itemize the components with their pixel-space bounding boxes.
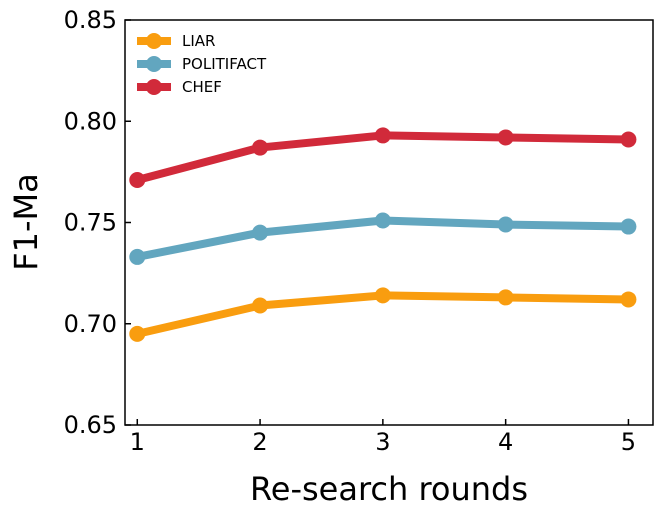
x-tick-label: 1: [130, 428, 145, 456]
data-point-politifact: [374, 212, 391, 229]
data-point-liar: [374, 287, 391, 304]
axis-ticks: 0.65 0.70 0.75 0.80 0.85 1 2 3 4 5: [64, 6, 637, 456]
data-point-liar: [129, 325, 146, 342]
data-point-politifact: [620, 218, 637, 235]
legend-marker-chef: [146, 79, 162, 95]
y-tick-label: 0.70: [64, 310, 117, 338]
legend-label-politifact: POLITIFACT: [182, 55, 267, 73]
data-point-liar: [620, 291, 637, 308]
legend: LIAR POLITIFACT CHEF: [137, 32, 267, 96]
chart-marks: [129, 127, 637, 342]
legend-label-chef: CHEF: [182, 78, 222, 96]
data-point-liar: [497, 289, 514, 306]
data-point-liar: [252, 297, 269, 314]
y-tick-label: 0.80: [64, 107, 117, 135]
x-tick-label: 2: [252, 428, 267, 456]
data-point-chef: [374, 127, 391, 144]
y-tick-label: 0.75: [64, 209, 117, 237]
series-liar: [129, 287, 637, 342]
data-point-politifact: [497, 216, 514, 233]
data-point-politifact: [129, 248, 146, 265]
data-point-politifact: [252, 224, 269, 241]
y-axis-title: F1-Ma: [7, 173, 45, 271]
legend-marker-liar: [146, 33, 162, 49]
y-tick-label: 0.65: [64, 411, 117, 439]
series-politifact: [129, 212, 637, 265]
x-tick-label: 4: [498, 428, 513, 456]
legend-label-liar: LIAR: [182, 32, 215, 50]
data-point-chef: [620, 131, 637, 148]
x-axis-title: Re-search rounds: [250, 470, 528, 508]
data-point-chef: [497, 129, 514, 146]
series-chef: [129, 127, 637, 188]
x-tick-label: 5: [621, 428, 636, 456]
legend-marker-politifact: [146, 56, 162, 72]
data-point-chef: [129, 171, 146, 188]
y-tick-label: 0.85: [64, 6, 117, 34]
x-tick-label: 3: [375, 428, 390, 456]
data-point-chef: [252, 139, 269, 156]
